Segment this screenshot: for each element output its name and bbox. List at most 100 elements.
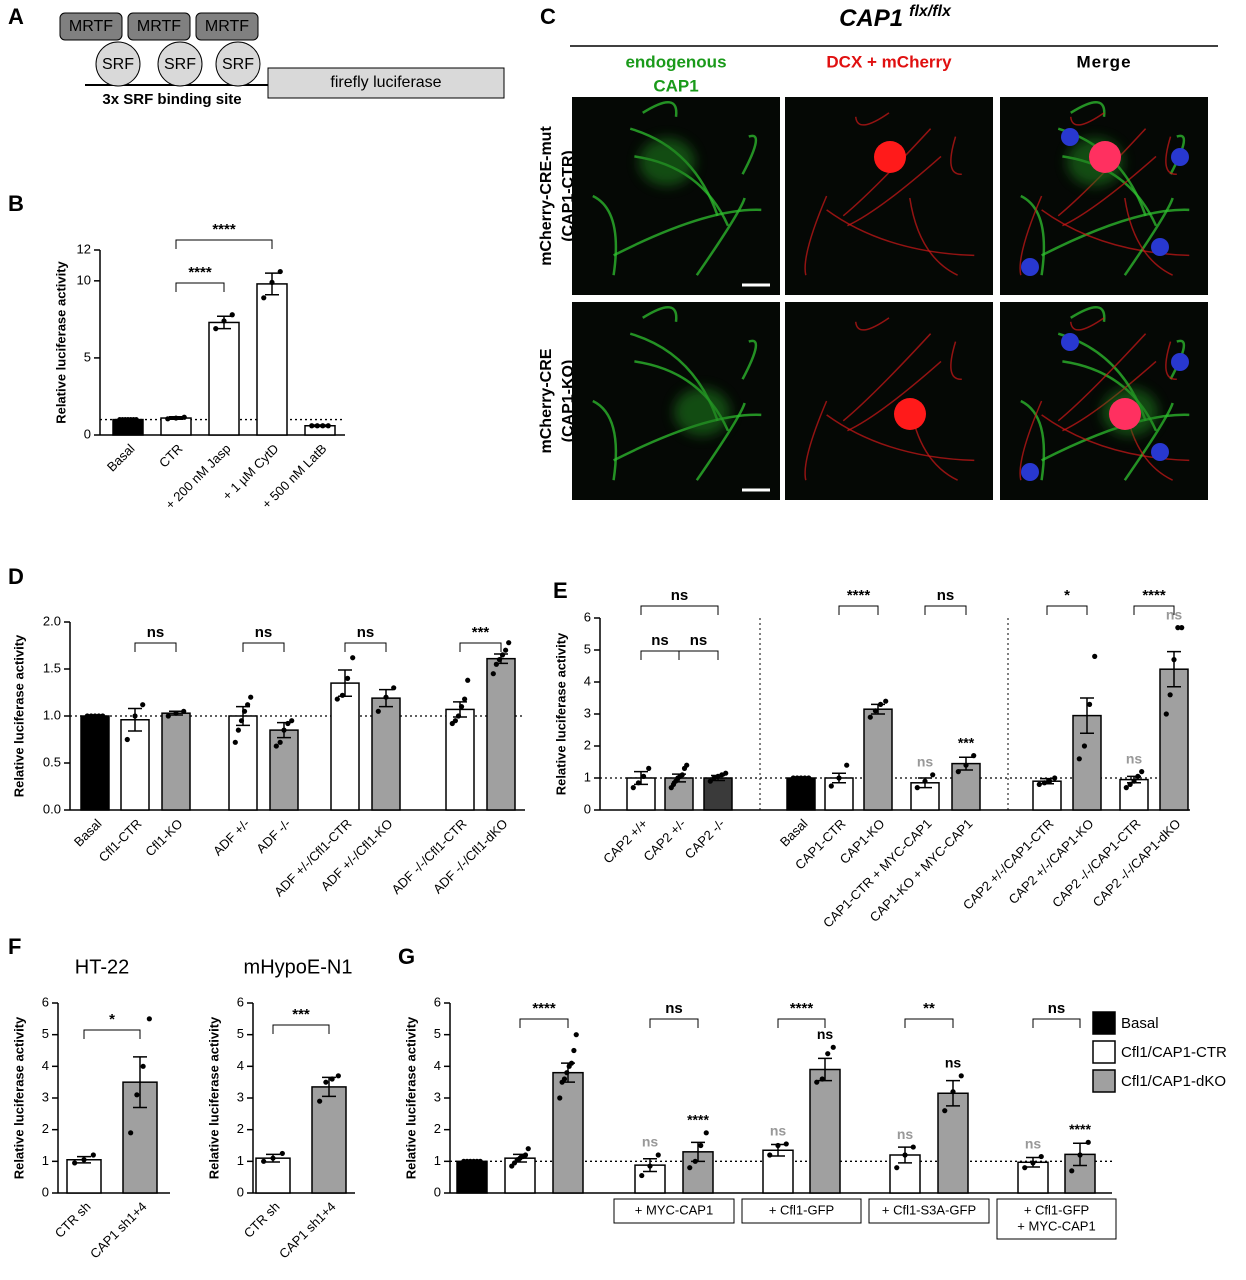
data-point [684, 762, 690, 768]
bar [486, 657, 516, 811]
data-point [496, 657, 503, 663]
micrograph [572, 302, 780, 500]
legend-swatch [1092, 1069, 1116, 1093]
y-tick-label: 0.0 [43, 801, 61, 816]
data-point [96, 713, 102, 719]
bar [664, 777, 694, 811]
panel-label: F [8, 934, 21, 959]
error-bar [133, 1056, 147, 1109]
neurite [695, 197, 746, 276]
data-point [1046, 778, 1053, 784]
y-tick-label: 0 [42, 1184, 49, 1199]
y-axis-label: Relative luciferase activity [53, 260, 68, 423]
panel-label: G [398, 944, 415, 969]
data-point [1175, 625, 1181, 631]
legend-label: Cfl1/CAP1-CTR [1121, 1044, 1227, 1061]
data-point [703, 1130, 709, 1136]
data-point [241, 708, 248, 714]
legend-swatch [1092, 1040, 1116, 1064]
data-point [910, 1144, 916, 1150]
nucleus [894, 398, 926, 430]
data-point [640, 773, 647, 780]
bar [937, 1092, 969, 1194]
data-point [1131, 778, 1137, 784]
legend-swatch [1092, 1011, 1116, 1035]
data-point [165, 713, 171, 719]
y-tick-label: 1 [42, 1153, 49, 1168]
bar-chart: 0.0 0.5 1.0 1.5 2.0 Relative luciferase activ… [11, 613, 525, 899]
neurite [592, 194, 618, 276]
data-point [679, 772, 685, 778]
x-tick-label: ADF -/- [253, 816, 293, 856]
x-tick-label: CAP2 +/+ [600, 816, 650, 866]
data-point [1052, 775, 1058, 781]
data-point [391, 685, 397, 691]
data-point [522, 1152, 529, 1158]
soma [639, 138, 695, 186]
data-point [687, 1165, 693, 1171]
bar [269, 729, 299, 811]
dapi [1021, 258, 1039, 276]
y-tick-label: 0.5 [43, 754, 61, 769]
data-point [561, 1076, 568, 1082]
data-point [92, 713, 98, 719]
error-bar [634, 770, 648, 786]
data-point [323, 1079, 329, 1085]
srf-label: SRF [102, 56, 134, 73]
data-point [963, 762, 969, 768]
bar-annotation: ns [1166, 606, 1183, 622]
x-tick-label: ADF -/-/Cfl1-CTR [388, 816, 469, 897]
column-header: DCX + mCherry [826, 52, 952, 71]
y-tick-label: 5 [42, 1026, 49, 1041]
data-point [269, 279, 275, 285]
bar [66, 1159, 102, 1194]
micrograph [572, 97, 780, 295]
data-point [571, 1047, 577, 1054]
bar-annotation: *** [958, 734, 975, 750]
significance-bracket [272, 1024, 330, 1034]
neurite [1169, 134, 1186, 175]
significance-label: **** [790, 1000, 814, 1017]
data-point [261, 295, 267, 301]
y-tick-label: 1 [237, 1153, 244, 1168]
reporter-diagram: firefly luciferase 3x SRF binding site M… [59, 12, 505, 108]
error-bar [128, 707, 142, 732]
y-tick-label: 3 [434, 1089, 441, 1104]
neurite [1069, 112, 1105, 126]
bar [445, 708, 475, 811]
x-tick-label: CAP2 -/- [682, 816, 728, 862]
data-point [1069, 1168, 1075, 1174]
micrograph [785, 97, 993, 295]
neurite [1057, 333, 1147, 422]
data-point [128, 1130, 134, 1136]
data-point [100, 713, 106, 719]
bar-chart: 0 1 2 3 4 5 6 Relative luciferase activity mHypo… [206, 956, 355, 1261]
neurite [804, 400, 828, 481]
neurite [1041, 414, 1190, 462]
neurite [854, 112, 890, 126]
bar [1119, 778, 1149, 811]
significance-bracket [904, 1018, 954, 1028]
significance-label: ns [147, 624, 165, 641]
y-tick-label: 2 [42, 1121, 49, 1136]
significance-bracket [924, 605, 967, 615]
neurite [847, 155, 942, 227]
data-point [84, 713, 90, 719]
significance-label: **** [1142, 587, 1166, 604]
data-point [930, 772, 936, 778]
data-point [285, 720, 291, 727]
neurite [1123, 402, 1174, 481]
data-point [723, 770, 729, 776]
y-tick-label: 5 [584, 641, 591, 656]
panel-label: D [8, 564, 24, 589]
significance-label: * [109, 1011, 115, 1028]
data-point [950, 1089, 956, 1095]
bar-annotation: ns [1126, 750, 1143, 766]
data-point [783, 1141, 789, 1147]
data-point [828, 783, 834, 789]
data-point [173, 415, 179, 421]
significance-label: ns [255, 624, 273, 641]
data-point [568, 1060, 575, 1066]
